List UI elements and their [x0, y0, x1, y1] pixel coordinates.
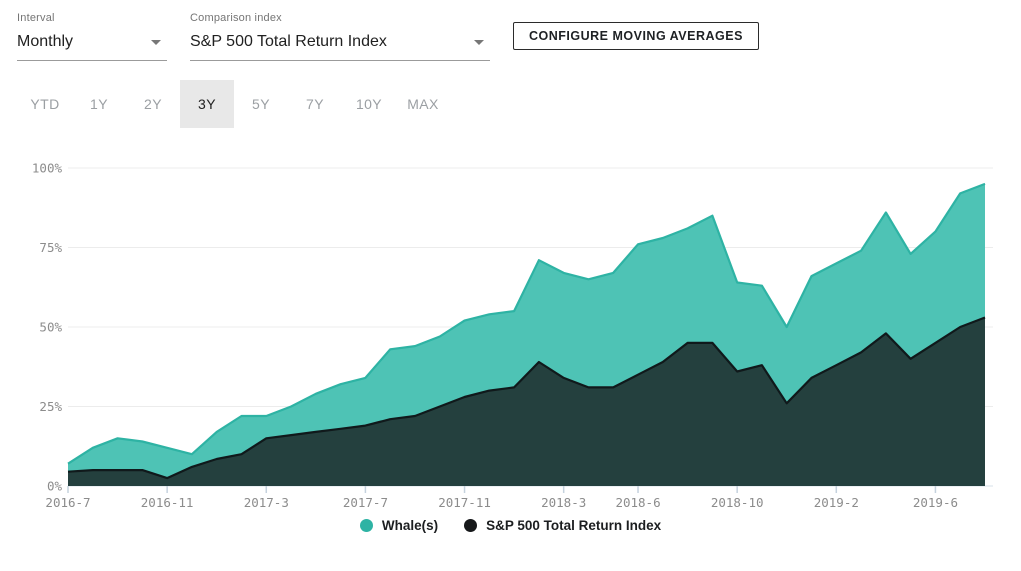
y-axis-tick-label: 0% — [47, 479, 63, 494]
configure-moving-averages-button[interactable]: CONFIGURE MOVING AVERAGES — [513, 22, 759, 50]
range-tab-2y[interactable]: 2Y — [144, 96, 162, 112]
y-axis-tick-label: 50% — [39, 320, 62, 335]
x-axis-tick-label: 2018-10 — [711, 495, 764, 510]
range-tab-5y[interactable]: 5Y — [252, 96, 270, 112]
line-series-1 — [67, 316, 986, 480]
chevron-down-icon — [474, 39, 484, 45]
y-axis-tick-label: 100% — [32, 161, 63, 176]
comparison-index-label: Comparison index — [190, 12, 282, 24]
x-axis-tick-label: 2017-7 — [343, 495, 388, 510]
legend-dot-icon — [464, 519, 478, 532]
x-axis-tick-label: 2018-6 — [615, 495, 660, 510]
legend-label: Whale(s) — [381, 518, 439, 533]
range-tab-max[interactable]: MAX — [407, 96, 439, 112]
interval-value: Monthly — [17, 33, 74, 50]
line-series-0 — [67, 182, 986, 465]
range-tab-7y[interactable]: 7Y — [306, 96, 324, 112]
x-axis-tick-label: 2019-2 — [814, 495, 859, 510]
chart-legend: Whale(s) S&P 500 Total Return Index — [0, 518, 1021, 533]
range-tab-10y[interactable]: 10Y — [355, 96, 383, 112]
chevron-down-icon — [151, 39, 161, 45]
x-axis-tick-label: 2019-6 — [913, 495, 958, 510]
area-series-1 — [68, 317, 985, 486]
comparison-index-select[interactable]: Comparison index S&P 500 Total Return In… — [190, 12, 490, 61]
range-tab-1y[interactable]: 1Y — [90, 96, 108, 112]
x-axis-tick-label: 2016-11 — [141, 495, 194, 510]
legend-label: S&P 500 Total Return Index — [486, 518, 662, 533]
legend-dot-icon — [359, 519, 373, 532]
legend-item[interactable]: Whale(s) — [359, 518, 439, 533]
x-axis-tick-label: 2017-11 — [438, 495, 491, 510]
x-axis-tick-label: 2016-7 — [45, 495, 90, 510]
interval-select[interactable]: Interval Monthly — [17, 12, 167, 61]
x-axis-tick-label: 2017-3 — [244, 495, 289, 510]
x-axis-tick-label: 2018-3 — [541, 495, 586, 510]
range-tabs: YTD 1Y 2Y 3Y 5Y 7Y 10Y MAX — [18, 80, 450, 128]
range-tab-3y[interactable]: 3Y — [180, 80, 234, 128]
comparison-index-value: S&P 500 Total Return Index — [190, 33, 387, 50]
y-axis-tick-label: 25% — [39, 399, 62, 414]
y-axis-tick-label: 75% — [39, 240, 62, 255]
interval-label: Interval — [17, 12, 55, 24]
range-tab-ytd[interactable]: YTD — [30, 96, 60, 112]
legend-item[interactable]: S&P 500 Total Return Index — [464, 518, 661, 533]
performance-area-chart[interactable]: 0% 25% 50% 75% 100% 2016-7 2016-11 2017-3 2017-7… — [0, 150, 1021, 510]
